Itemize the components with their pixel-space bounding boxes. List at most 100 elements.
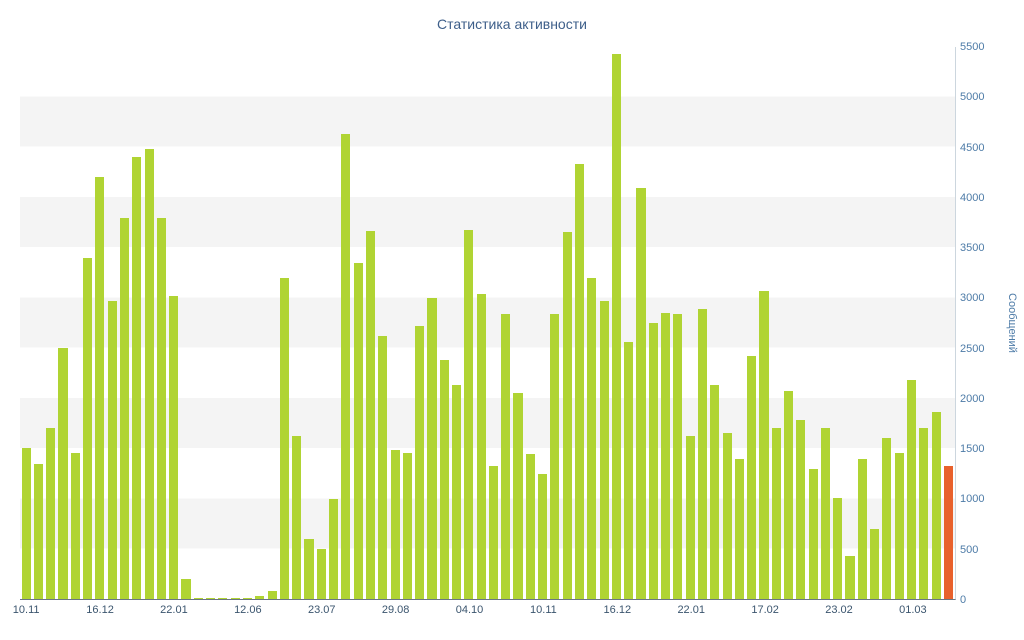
bar[interactable] [857, 458, 867, 599]
bar[interactable] [144, 149, 154, 599]
x-axis-label: 22.01 [677, 604, 705, 616]
bar[interactable] [845, 555, 855, 599]
bar[interactable] [636, 187, 646, 599]
bar[interactable] [156, 217, 166, 599]
bar[interactable] [784, 391, 794, 599]
x-axis-label: 17.02 [751, 604, 779, 616]
bar[interactable] [538, 473, 548, 599]
bar[interactable] [132, 157, 142, 599]
bar[interactable] [451, 385, 462, 599]
y-axis-tick-label: 2500 [960, 342, 985, 355]
x-axis-labels: 10.11 16.12 22.01 12.06 23.07 29.08 04.10 10.11… [13, 604, 956, 620]
bar[interactable] [894, 453, 904, 599]
bar[interactable] [906, 380, 917, 599]
bar[interactable] [193, 597, 203, 599]
plot-area [20, 47, 956, 600]
bar[interactable] [734, 458, 744, 599]
bar[interactable] [747, 356, 757, 599]
bar[interactable] [402, 453, 412, 599]
bar[interactable] [279, 277, 289, 599]
bar[interactable] [513, 393, 523, 599]
bar[interactable] [255, 596, 265, 599]
bar[interactable] [870, 528, 880, 599]
bars [20, 47, 955, 599]
bar[interactable] [796, 420, 806, 599]
y-axis-tick-label: 4000 [960, 191, 985, 204]
x-axis-label: 01.03 [899, 604, 927, 616]
bar[interactable] [722, 433, 732, 599]
y-axis-tick-label: 1000 [960, 493, 985, 506]
y-axis-tick-label: 1500 [960, 443, 985, 456]
bar[interactable] [550, 313, 560, 599]
bar[interactable] [464, 229, 474, 599]
x-axis-label: 16.12 [603, 604, 632, 616]
bar[interactable] [353, 262, 363, 599]
bar[interactable] [21, 448, 31, 599]
bar[interactable] [390, 450, 400, 599]
bar[interactable] [599, 300, 609, 599]
bar[interactable] [574, 164, 585, 599]
x-axis-label: 23.07 [307, 604, 336, 616]
bar[interactable] [919, 428, 929, 599]
bar[interactable] [833, 497, 843, 599]
bar[interactable] [181, 578, 191, 599]
bar[interactable] [661, 312, 671, 599]
bar[interactable] [427, 297, 437, 599]
chart-title: Статистика активности [437, 16, 587, 32]
x-axis-label: 10.11 [12, 604, 40, 616]
bar[interactable] [365, 230, 376, 599]
bar[interactable] [267, 590, 277, 599]
y-axis-tick-label: 3000 [960, 292, 985, 305]
bar[interactable] [33, 463, 43, 599]
bar[interactable] [378, 336, 388, 599]
bar[interactable] [206, 597, 216, 599]
bar[interactable] [771, 428, 781, 599]
bar[interactable] [95, 177, 105, 599]
bar[interactable] [710, 385, 720, 599]
x-axis-label: 04.10 [455, 604, 484, 616]
bar[interactable] [697, 308, 708, 599]
bar[interactable] [525, 454, 535, 599]
bar[interactable] [70, 453, 80, 599]
bar[interactable] [415, 326, 425, 599]
bar[interactable] [808, 468, 818, 599]
bar[interactable] [476, 293, 486, 599]
bar[interactable] [242, 597, 253, 599]
bar[interactable] [46, 428, 56, 599]
bar[interactable] [820, 428, 830, 599]
bar[interactable] [218, 598, 228, 599]
bar[interactable] [341, 134, 351, 599]
bar[interactable] [58, 348, 68, 599]
bar[interactable] [759, 290, 769, 599]
bar[interactable] [329, 498, 339, 599]
bar[interactable] [316, 548, 326, 599]
bar[interactable] [107, 300, 117, 599]
bar[interactable] [685, 436, 695, 599]
bar[interactable] [673, 313, 683, 599]
bar[interactable] [943, 465, 953, 599]
bar[interactable] [611, 54, 621, 599]
bar[interactable] [230, 598, 240, 599]
bar[interactable] [587, 277, 597, 599]
x-axis-label: 23.02 [825, 604, 853, 616]
bar[interactable] [119, 217, 130, 599]
bar[interactable] [488, 465, 498, 599]
bar[interactable] [304, 538, 314, 599]
bar[interactable] [439, 360, 449, 599]
y-axis-tick-label: 5500 [960, 41, 985, 53]
bar[interactable] [648, 323, 658, 599]
bar[interactable] [292, 436, 302, 599]
x-axis-label: 29.08 [381, 604, 410, 616]
y-axis-tick-label: 0 [960, 594, 967, 606]
bar[interactable] [169, 295, 179, 599]
y-axis-tick-label: 500 [960, 543, 979, 556]
y-axis-tick-label: 3500 [960, 242, 985, 255]
bar[interactable] [562, 231, 572, 599]
bar[interactable] [624, 342, 634, 599]
x-axis-label: 16.12 [86, 604, 114, 616]
bar[interactable] [501, 313, 511, 599]
bar[interactable] [882, 438, 892, 599]
bar[interactable] [931, 412, 941, 599]
bar[interactable] [83, 257, 93, 599]
y-axis-tick-label: 4500 [960, 141, 985, 154]
